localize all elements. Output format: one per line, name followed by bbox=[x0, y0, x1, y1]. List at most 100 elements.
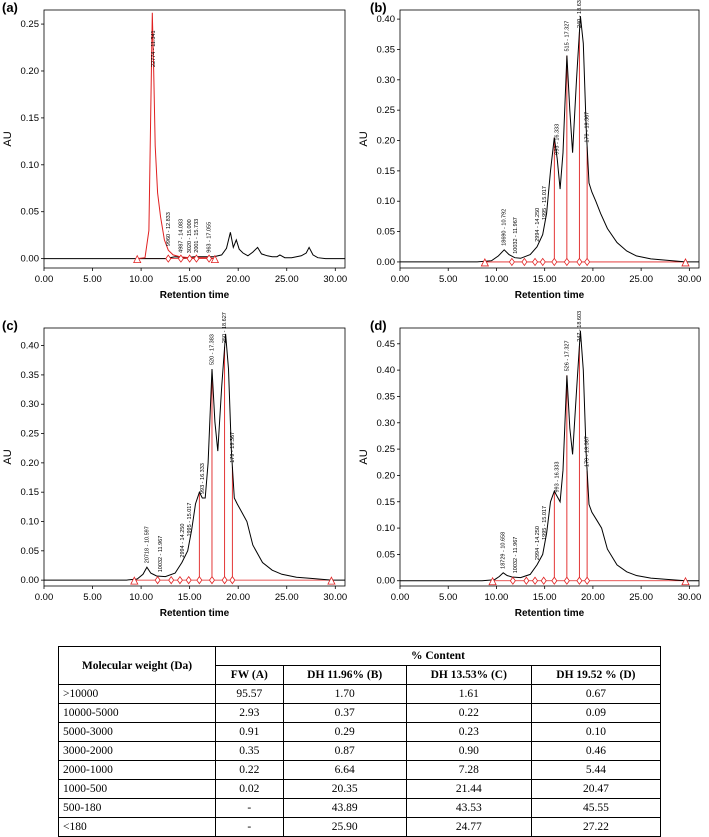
x-tick-label: 15.00 bbox=[533, 592, 557, 603]
table-body: >10000 95.57 1.70 1.61 0.67 10000-5000 2.93 0.3… bbox=[58, 684, 662, 837]
mw-range-cell: >10000 bbox=[58, 684, 216, 704]
y-axis-title: AU bbox=[2, 131, 14, 146]
peak-label: 240 - 18.633 bbox=[577, 0, 583, 28]
peak-label: 10032 - 11.967 bbox=[513, 217, 519, 254]
chart-c-svg: 0.00 0.05 0.10 0.15 0.20 0.25 0.30 0.35 0.40 0.00… bbox=[2, 312, 347, 619]
baseline-diamond-marker bbox=[540, 576, 547, 585]
mw-range-cell: 2000-1000 bbox=[58, 760, 216, 780]
baseline-diamond-marker bbox=[221, 575, 228, 585]
x-tick-label: 0.00 bbox=[35, 592, 54, 603]
y-tick-label: 0.15 bbox=[21, 487, 40, 498]
x-tick-label: 30.00 bbox=[677, 592, 701, 603]
peak-label: 2994 - 14.250 bbox=[180, 524, 186, 558]
y-tick-label: 0.05 bbox=[377, 549, 396, 560]
panel-label-d: (d) bbox=[370, 318, 387, 333]
baseline-diamond-marker bbox=[523, 576, 530, 585]
content-value-cell: 1.61 bbox=[405, 684, 532, 704]
content-value-cell: 0.90 bbox=[405, 741, 532, 761]
content-value-cell: 0.22 bbox=[215, 760, 284, 780]
baseline-triangle-marker bbox=[681, 258, 690, 267]
x-tick-label: 10.00 bbox=[485, 274, 509, 285]
x-tick-label: 30.00 bbox=[323, 592, 347, 603]
x-tick-label: 10.00 bbox=[129, 274, 153, 285]
peak-label: 2001 - 15.733 bbox=[194, 219, 200, 253]
col-header-fw: FW (A) bbox=[215, 665, 284, 685]
content-value-cell: 43.53 bbox=[405, 798, 532, 818]
x-tick-label: 0.00 bbox=[35, 274, 54, 285]
peak-label: 179 - 19.367 bbox=[585, 436, 591, 467]
baseline-diamond-marker bbox=[532, 257, 539, 267]
content-value-cell: 45.55 bbox=[530, 798, 662, 818]
baseline-diamond-marker bbox=[551, 257, 558, 267]
baseline-diamond-marker bbox=[584, 257, 591, 267]
y-tick-label: 0.10 bbox=[377, 523, 396, 534]
chromatogram-panel-d: (d) 0.00 0.05 0.10 0.15 0.20 0.25 0.30 0.35 0.40… bbox=[354, 311, 708, 628]
y-tick-label: 0.30 bbox=[377, 75, 396, 86]
y-axis-title: AU bbox=[358, 131, 370, 146]
baseline-diamond-marker bbox=[576, 576, 583, 585]
y-tick-label: 0.20 bbox=[21, 66, 40, 77]
table-row: 5000-3000 0.91 0.29 0.23 0.10 bbox=[58, 722, 662, 742]
series-line-0 bbox=[400, 330, 699, 582]
content-value-cell: - bbox=[215, 798, 284, 818]
baseline-triangle-marker bbox=[681, 576, 690, 586]
peak-label: 4987 - 14.083 bbox=[178, 219, 184, 253]
peak-label: 993 - 16.333 bbox=[555, 462, 561, 493]
col-header-dh-c: DH 13.53% (C) bbox=[405, 665, 532, 685]
y-tick-label: 0.15 bbox=[377, 497, 396, 508]
peak-label: 526 - 17.327 bbox=[564, 340, 570, 371]
table-row: 2000-1000 0.22 6.64 7.28 5.44 bbox=[58, 760, 662, 780]
x-tick-label: 25.00 bbox=[275, 592, 299, 603]
peak-label: 963 - 17.055 bbox=[207, 222, 213, 253]
table-row: 10000-5000 2.93 0.37 0.22 0.09 bbox=[58, 703, 662, 723]
chart-b-svg: 0.00 0.05 0.10 0.15 0.20 0.25 0.30 0.35 0.40 0.00… bbox=[358, 0, 701, 301]
content-value-cell: 20.35 bbox=[282, 779, 407, 799]
peak-label: 18690 - 10.792 bbox=[502, 209, 508, 246]
y-tick-label: 0.05 bbox=[21, 207, 40, 218]
content-value-cell: 0.29 bbox=[282, 722, 407, 742]
y-axis-title: AU bbox=[2, 449, 14, 464]
mw-range-cell: 5000-3000 bbox=[58, 722, 216, 742]
y-tick-label: 0.30 bbox=[21, 399, 40, 410]
baseline-diamond-marker bbox=[532, 576, 539, 585]
baseline-diamond-marker bbox=[177, 254, 184, 263]
plot-frame bbox=[399, 327, 700, 587]
baseline-diamond-marker bbox=[521, 257, 528, 267]
baseline-diamond-marker bbox=[196, 575, 203, 585]
x-tick-label: 5.00 bbox=[439, 274, 458, 285]
peak-label: 993 - 16.333 bbox=[200, 463, 206, 494]
baseline-triangle-marker bbox=[210, 254, 220, 264]
col-header-dh-b: DH 11.96% (B) bbox=[282, 665, 407, 685]
peak-label: 515 - 17.327 bbox=[564, 21, 570, 52]
x-axis-title: Retention time bbox=[160, 290, 230, 301]
baseline-diamond-marker bbox=[539, 257, 546, 267]
chart-d-svg: 0.00 0.05 0.10 0.15 0.20 0.25 0.30 0.35 0.40 0.45… bbox=[358, 311, 701, 619]
content-value-cell: 21.44 bbox=[405, 779, 532, 799]
x-tick-label: 30.00 bbox=[677, 274, 701, 285]
table-row: 1000-500 0.02 20.35 21.44 20.47 bbox=[58, 779, 662, 799]
y-tick-label: 0.35 bbox=[21, 370, 40, 381]
panel-label-c: (c) bbox=[2, 318, 18, 333]
peak-label: 10032 - 11.967 bbox=[158, 536, 164, 573]
baseline-triangle-marker bbox=[327, 576, 336, 585]
mw-range-cell: 1000-500 bbox=[58, 779, 216, 799]
x-tick-label: 15.00 bbox=[178, 592, 202, 603]
x-axis-title: Retention time bbox=[515, 608, 585, 619]
mw-range-cell: 500-180 bbox=[58, 798, 216, 818]
content-value-cell: 27.22 bbox=[530, 817, 662, 837]
y-tick-label: 0.00 bbox=[377, 257, 396, 268]
x-tick-label: 25.00 bbox=[275, 274, 299, 285]
y-tick-label: 0.20 bbox=[21, 458, 40, 469]
x-tick-label: 25.00 bbox=[629, 592, 653, 603]
x-axis-title: Retention time bbox=[515, 290, 585, 301]
x-tick-label: 15.00 bbox=[533, 274, 557, 285]
y-tick-label: 0.25 bbox=[21, 19, 40, 30]
x-tick-label: 10.00 bbox=[485, 592, 509, 603]
panel-label-b: (b) bbox=[370, 0, 387, 15]
x-tick-label: 30.00 bbox=[323, 274, 347, 285]
content-value-cell: 0.22 bbox=[405, 703, 532, 723]
baseline-diamond-marker bbox=[165, 254, 172, 263]
x-tick-label: 20.00 bbox=[226, 274, 250, 285]
series-line-0 bbox=[44, 333, 345, 581]
baseline-diamond-marker bbox=[168, 575, 175, 585]
